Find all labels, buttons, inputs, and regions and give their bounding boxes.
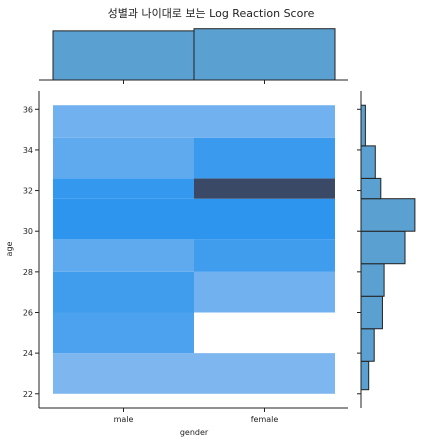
y-tick-label-30: 30 <box>23 227 33 236</box>
right-marginal-bar-8 <box>360 104 366 147</box>
x-tick-label-male: male <box>114 415 134 424</box>
right-marginal-bar-4 <box>360 230 406 265</box>
chart-title: 성별과 나이대로 보는 Log Reaction Score <box>108 7 315 20</box>
heatmap-cell-female-13 <box>194 137 335 179</box>
right-marginal-bar-0 <box>360 360 370 391</box>
right-marginal-bar-2 <box>360 295 383 330</box>
heatmap-cell-female-10 <box>194 239 335 272</box>
y-tick-label-34: 34 <box>23 146 33 155</box>
right-marginal-bar-3 <box>360 263 385 297</box>
heatmap-cell-male-5 <box>53 178 194 199</box>
top-marginal-histogram <box>39 28 348 84</box>
heatmap-cell-male-6 <box>53 137 194 179</box>
heatmap-cell-female-11 <box>194 198 335 240</box>
y-tick-label-26: 26 <box>23 308 33 317</box>
x-tick-label-female: female <box>251 415 279 424</box>
top-marginal-bar-female <box>193 28 336 81</box>
x-axis-label: gender <box>180 428 209 437</box>
heatmap-cell-female-14 <box>194 105 335 138</box>
y-tick-label-24: 24 <box>23 349 33 358</box>
heatmap-cell-male-3 <box>53 239 194 272</box>
heatmap-cell-male-1 <box>53 312 194 354</box>
heatmap-cell-female-8 <box>194 353 335 394</box>
right-marginal-histogram <box>357 91 416 408</box>
heatmap-cell-male-0 <box>53 353 194 394</box>
right-marginal-bar-7 <box>360 145 376 179</box>
axes: 22 24 26 28 30 32 34 36 male female <box>23 91 348 424</box>
heatmap-cell-male-4 <box>53 198 194 240</box>
y-tick-label-36: 36 <box>23 105 33 114</box>
heatmap-cell-male-2 <box>53 271 194 313</box>
heatmap-cell-male-7 <box>53 105 194 138</box>
right-marginal-bar-5 <box>360 198 416 232</box>
right-marginal-bar-1 <box>360 328 375 362</box>
y-tick-label-28: 28 <box>23 268 33 277</box>
top-marginal-bar-male <box>52 30 195 81</box>
y-tick-label-32: 32 <box>23 187 33 196</box>
right-marginal-bar-6 <box>360 177 382 200</box>
heatmap-cell-female-12 <box>194 178 335 199</box>
y-axis-label: age <box>5 241 14 256</box>
heatmap-cells <box>53 105 335 394</box>
y-tick-label-22: 22 <box>23 390 33 399</box>
heatmap-cell-female-9 <box>194 271 335 313</box>
